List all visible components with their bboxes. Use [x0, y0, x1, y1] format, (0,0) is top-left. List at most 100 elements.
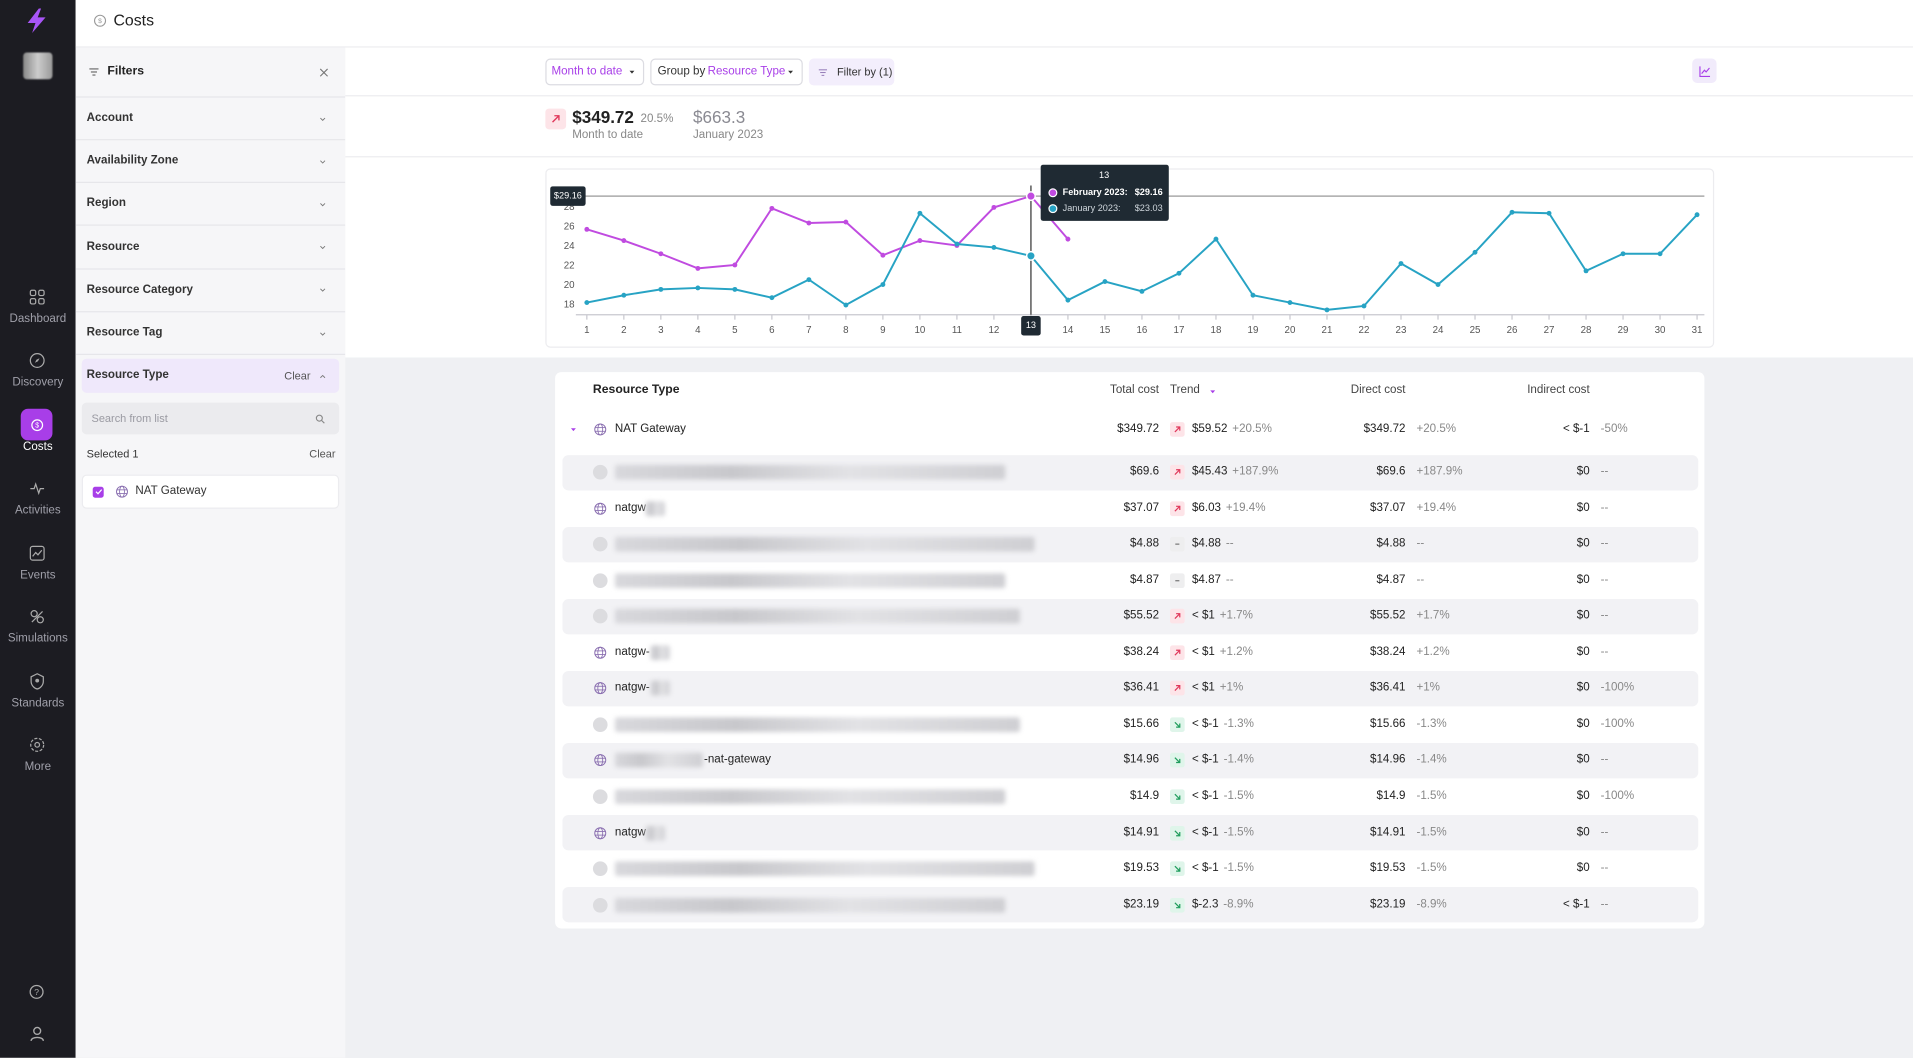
total-cost: $69.6	[1130, 464, 1160, 479]
point	[658, 251, 664, 257]
indirect-pct: --	[1600, 825, 1609, 839]
nav-icon	[29, 352, 45, 368]
direct-cost: $15.66	[1370, 717, 1406, 731]
nav-label[interactable]: Simulations	[7, 631, 68, 646]
tooltip-value: $23.03	[1135, 203, 1163, 213]
icon-part	[319, 160, 325, 164]
icon-part	[1174, 649, 1181, 656]
chevron	[319, 202, 325, 207]
filter-panel	[75, 47, 346, 1058]
col-header: Trend	[1170, 383, 1200, 397]
check	[94, 489, 102, 495]
point	[621, 292, 627, 298]
filter-item[interactable]: Resource Category	[86, 282, 193, 297]
trend-icon	[1174, 505, 1181, 512]
icon-part: $	[98, 18, 102, 25]
icon-part	[1174, 865, 1181, 872]
icon-part	[37, 288, 45, 296]
nav-label[interactable]: Dashboard	[9, 312, 67, 326]
divider	[345, 95, 1913, 97]
direct-pct: +1.2%	[1416, 645, 1450, 659]
icon-part	[319, 245, 325, 250]
filter-divider	[75, 182, 346, 184]
col-header: Indirect cost	[1527, 383, 1590, 397]
x-tick-label: 16	[1137, 325, 1148, 336]
icon-part	[119, 485, 125, 498]
trend-cell: $4.87 --	[1192, 572, 1234, 589]
row-bg	[562, 742, 1699, 779]
icon-part	[31, 549, 42, 557]
resource-dot	[592, 464, 608, 480]
total-cost: $349.72	[1117, 422, 1160, 436]
indirect-cost: $0	[1576, 861, 1590, 875]
x-tick-label: 17	[1174, 325, 1185, 336]
icon-part	[594, 502, 607, 515]
nav-label[interactable]: Standards	[11, 696, 65, 711]
icon-part	[1176, 426, 1181, 431]
x-tick-label: 20	[1285, 325, 1296, 336]
point	[1657, 251, 1663, 257]
filter-item[interactable]: Account	[86, 111, 133, 125]
toolbar-button[interactable]	[650, 58, 803, 86]
direct-pct: +1%	[1416, 681, 1440, 695]
total-cost: $36.41	[1123, 681, 1160, 695]
filter-item[interactable]: Resource Tag	[86, 325, 163, 340]
icon-part	[319, 202, 325, 207]
icon-part	[594, 646, 607, 659]
direct-pct: --	[1416, 536, 1425, 551]
icon-part	[29, 288, 36, 296]
x-tick-label: 29	[1618, 325, 1629, 336]
icon-part	[594, 423, 607, 436]
toolbar-button[interactable]	[545, 58, 645, 86]
trend-pct: +187.9%	[1232, 464, 1279, 479]
nav-label[interactable]: Discovery	[12, 375, 64, 390]
y-badge	[550, 186, 586, 206]
arrow-up	[552, 115, 560, 123]
nav-icon	[29, 672, 44, 690]
logo	[27, 8, 46, 34]
total-cost: $14.91	[1123, 825, 1160, 839]
header	[75, 0, 1913, 48]
masked-name	[650, 645, 670, 660]
current-change: 20.5%	[640, 112, 674, 126]
globe-icon	[594, 826, 607, 839]
point	[1620, 251, 1626, 257]
direct-pct: +1.7%	[1416, 609, 1450, 623]
nav-label[interactable]: Activities	[14, 503, 61, 518]
y-tick-label: 22	[564, 261, 575, 272]
indirect-cost: $0	[1576, 572, 1590, 587]
nav-label[interactable]: Costs	[22, 440, 53, 454]
trend-cell: < $-1 -1.4%	[1192, 752, 1254, 769]
trend-value: < $-1	[1191, 825, 1219, 839]
resource-name: natgw	[614, 500, 646, 515]
point	[1509, 209, 1515, 215]
point	[806, 220, 812, 226]
x-tick-label: 21	[1322, 325, 1333, 336]
point	[621, 238, 627, 244]
trend-pct: -1.5%	[1223, 825, 1254, 839]
option-label: NAT Gateway	[135, 484, 207, 498]
filter-item[interactable]: Resource	[86, 239, 140, 254]
icon-part	[27, 8, 46, 34]
trend-icon	[1175, 579, 1180, 581]
trend-icon	[1174, 721, 1181, 728]
col-header: Total cost	[1110, 383, 1160, 397]
icon-part	[1176, 795, 1181, 800]
masked-name	[614, 464, 1006, 480]
point	[1250, 292, 1256, 298]
filter-item[interactable]: Region	[86, 196, 126, 211]
icon-part	[29, 297, 36, 304]
filter-item[interactable]: Resource Type	[86, 368, 169, 383]
trend-icon	[1174, 469, 1181, 476]
nav-icon	[29, 288, 45, 304]
search-placeholder: Search from list	[91, 412, 168, 425]
y-tick-label: 24	[564, 241, 575, 252]
direct-cost: $36.41	[1370, 681, 1406, 695]
total-cost: $14.9	[1130, 789, 1160, 803]
filter-item[interactable]: Availability Zone	[86, 153, 179, 168]
filter-icon	[818, 68, 827, 76]
nav-label[interactable]: Events	[20, 568, 56, 582]
trend-cell: < $-1 -1.5%	[1192, 860, 1254, 877]
nav-label[interactable]: More	[24, 760, 52, 774]
indirect-pct: --	[1600, 861, 1609, 875]
